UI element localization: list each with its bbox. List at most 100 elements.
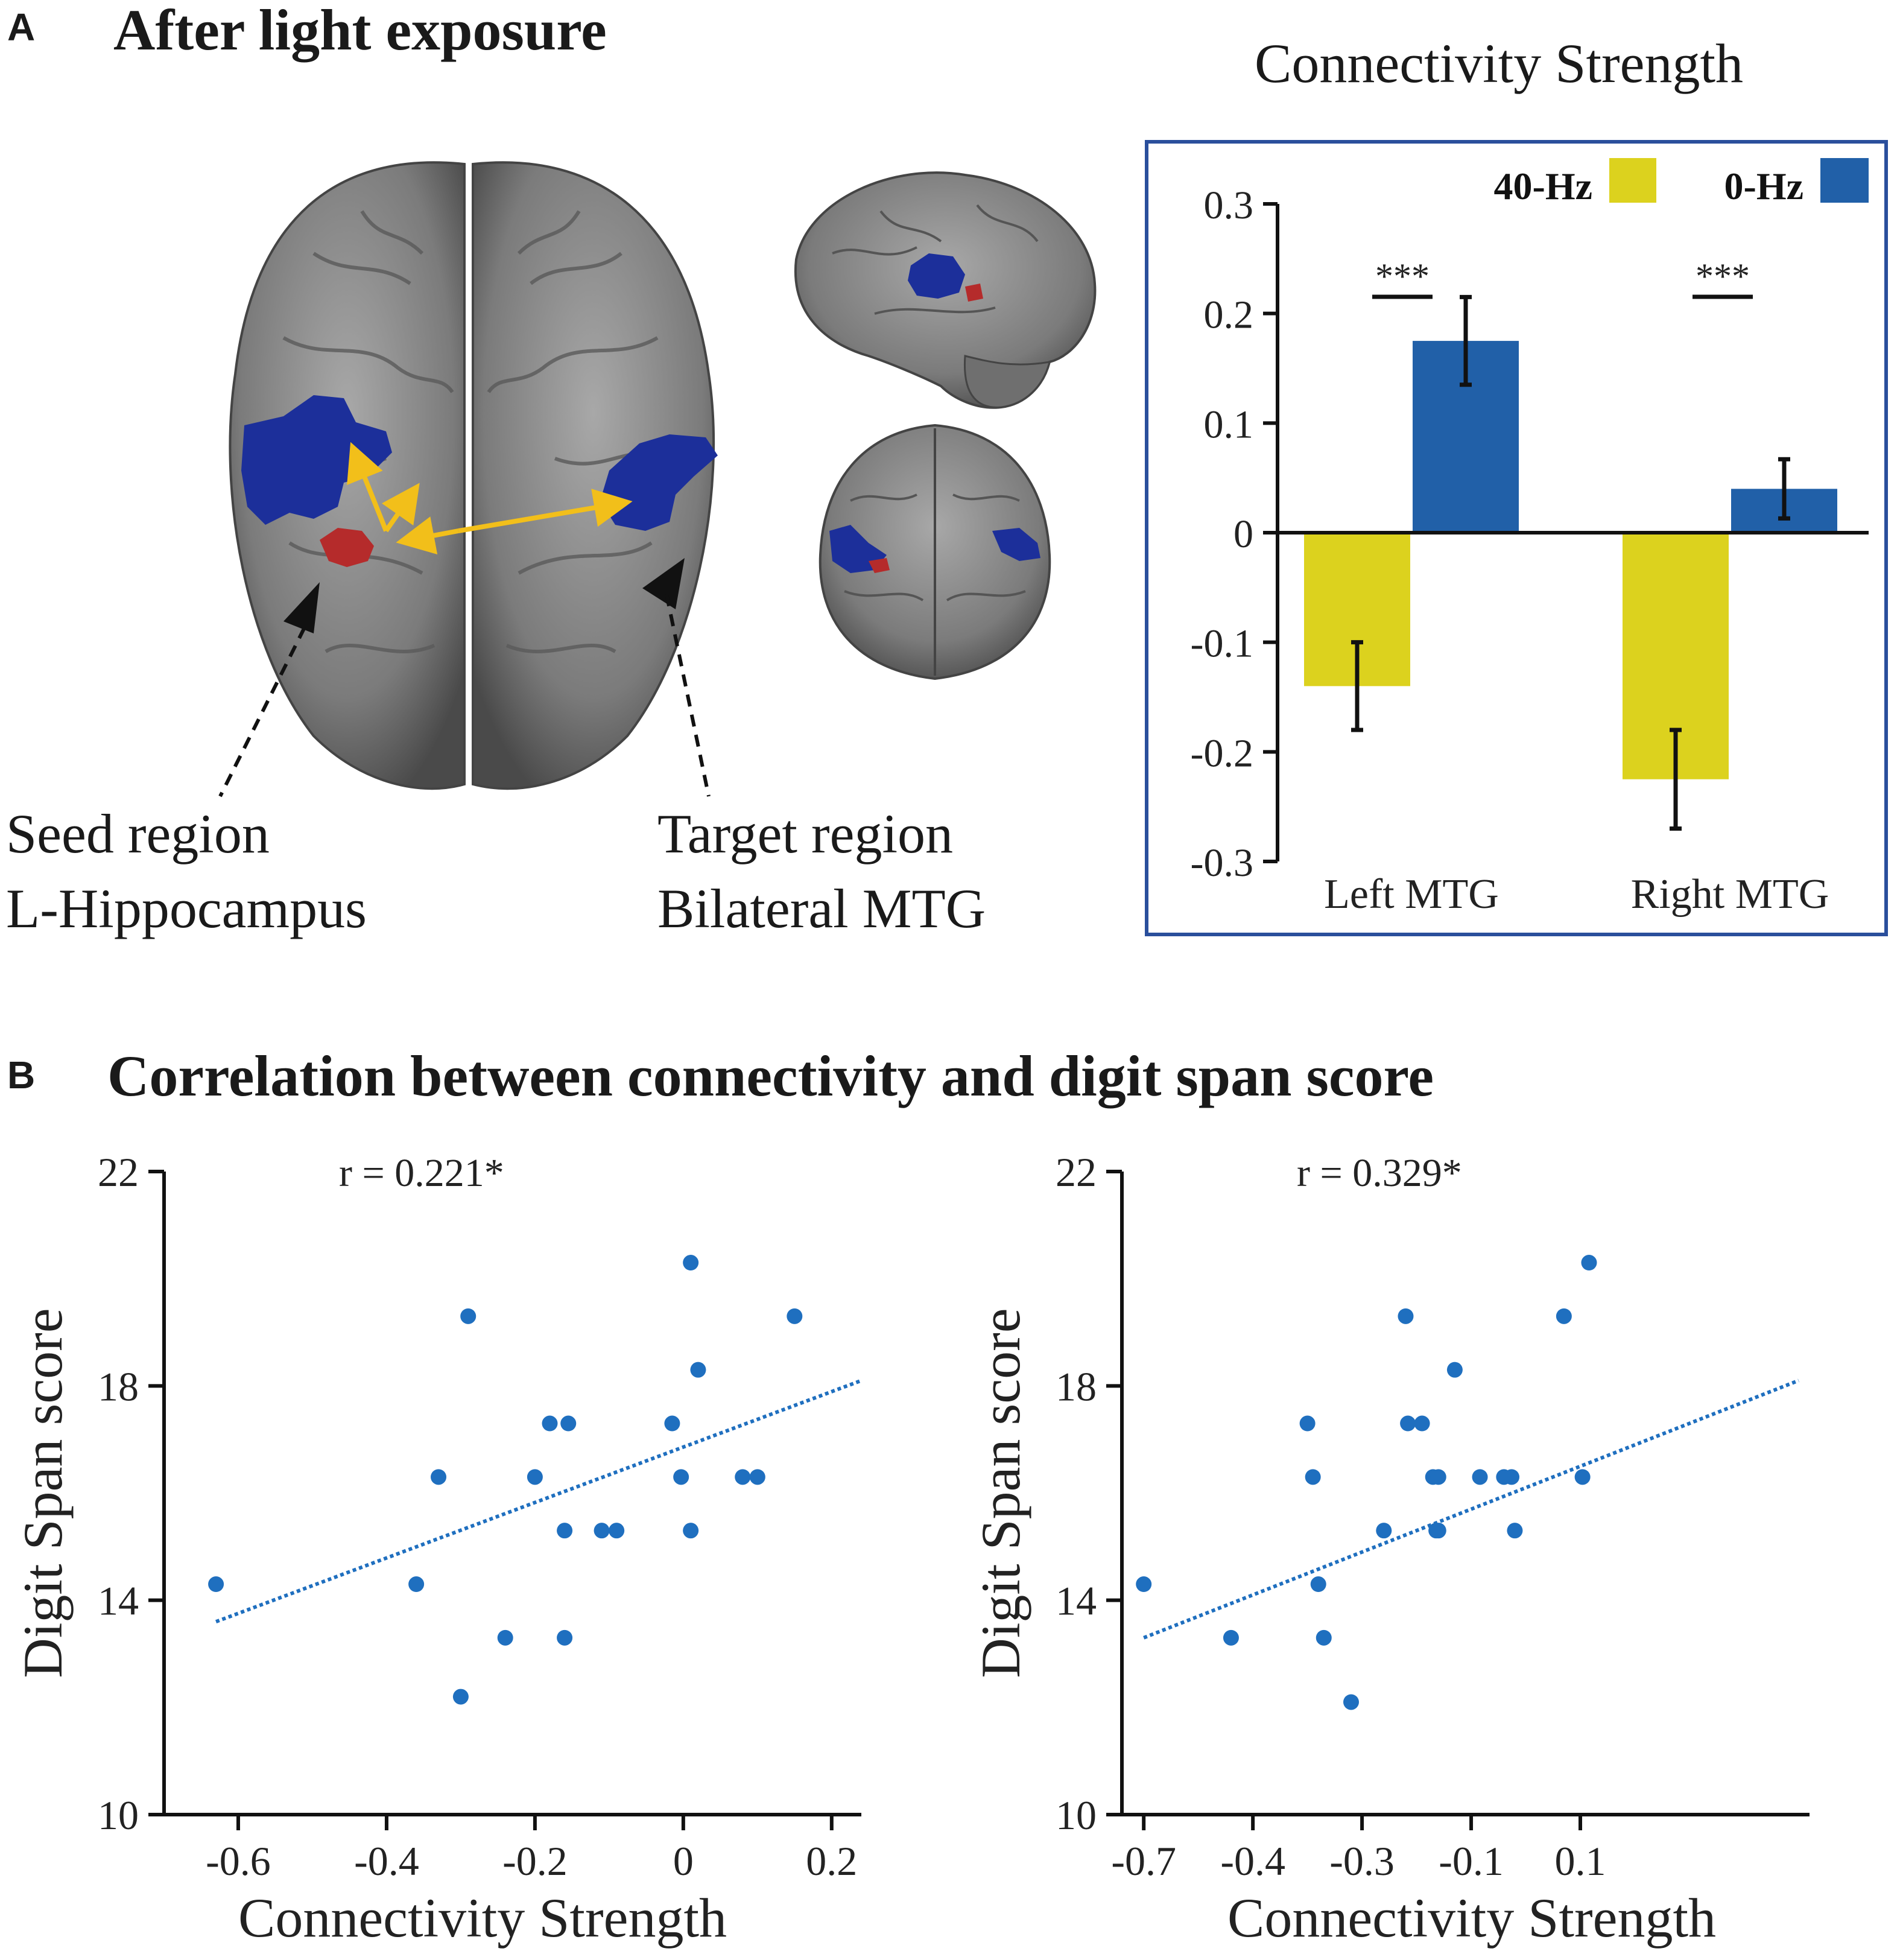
scatter-x-tick-label: 0 xyxy=(673,1838,694,1884)
scatter-point xyxy=(208,1576,224,1593)
scatter-point xyxy=(594,1523,610,1539)
scatter-point xyxy=(735,1469,751,1485)
scatter-point xyxy=(1430,1523,1446,1539)
scatter-point xyxy=(664,1415,680,1432)
scatter-point xyxy=(1136,1576,1152,1593)
legend-label-40hz: 40-Hz xyxy=(1494,165,1593,208)
scatter-point xyxy=(557,1523,573,1539)
scatter-y-tick-label: 18 xyxy=(1056,1363,1097,1409)
legend-swatch-40hz xyxy=(1609,158,1656,203)
scatter-point xyxy=(1305,1469,1321,1485)
scatter-x-tick-label: 0.2 xyxy=(806,1838,857,1884)
scatter-point xyxy=(560,1415,577,1432)
scatter-x-tick-label: -0.2 xyxy=(502,1838,568,1884)
scatter-point xyxy=(609,1523,625,1539)
scatter-point xyxy=(1223,1629,1239,1646)
bar-y-tick-label: 0.2 xyxy=(1204,293,1254,337)
seed-region-label-line2: L-Hippocampus xyxy=(6,878,367,939)
significance-stars: *** xyxy=(1375,256,1430,296)
scatter-x-tick-label: -0.4 xyxy=(1220,1838,1285,1884)
scatter-y-tick-label: 18 xyxy=(98,1363,139,1409)
brain-top-view xyxy=(218,161,718,798)
target-region-label: Target region Bilateral MTG xyxy=(657,796,986,946)
bar-y-tick-label: 0.1 xyxy=(1204,402,1254,446)
brain-illustration xyxy=(218,161,1097,798)
left-target-region xyxy=(241,395,392,525)
trend-line xyxy=(215,1378,863,1624)
scatter-y-tick-label: 22 xyxy=(98,1149,139,1195)
scatter-point xyxy=(408,1576,425,1593)
panel-b-letter: B xyxy=(7,1053,36,1097)
scatter-point xyxy=(1446,1362,1463,1378)
scatter-point xyxy=(690,1362,706,1378)
trend-line xyxy=(1143,1378,1800,1640)
scatter-point xyxy=(452,1689,469,1705)
scatter-point xyxy=(749,1469,765,1485)
scatter-y-axis-label: Digit Span score xyxy=(970,1308,1031,1678)
scatter-point xyxy=(460,1308,477,1324)
scatter-point xyxy=(1472,1469,1488,1485)
scatter-plot-1: 22 18 14 10 -0.6 -0.4 -0.2 0 0.2 Connectivity Str… xyxy=(12,1149,863,1949)
significance-stars: *** xyxy=(1696,256,1750,296)
bar-category-label: Right MTG xyxy=(1631,871,1829,918)
scatter-plot-2: 22 18 14 10 -0.7 -0.4 -0.3 -0.1 0.1Connectivity … xyxy=(970,1149,1810,1949)
scatter-point xyxy=(557,1629,573,1646)
scatter-point xyxy=(673,1469,689,1485)
seed-region-label-line1: Seed region xyxy=(6,803,270,864)
bar-y-tick-label: -0.3 xyxy=(1191,841,1253,885)
scatter-point xyxy=(1504,1469,1519,1485)
scatter-point xyxy=(1343,1694,1359,1710)
scatter-x-axis-label: Connectivity Strength xyxy=(238,1887,727,1949)
scatter-y-tick-label: 14 xyxy=(1056,1578,1097,1624)
scatter-point xyxy=(787,1308,803,1324)
scatter-point xyxy=(1299,1415,1316,1432)
scatter-y-tick-label: 10 xyxy=(1056,1792,1097,1838)
scatter-point xyxy=(1414,1415,1430,1432)
target-region-label-line2: Bilateral MTG xyxy=(657,878,986,939)
scatter-point xyxy=(497,1629,513,1646)
seed-region xyxy=(320,528,374,567)
scatter-point xyxy=(1574,1469,1591,1485)
correlation-annotation: r = 0.329* xyxy=(1297,1151,1462,1195)
scatter-point xyxy=(1430,1469,1446,1485)
scatter-point xyxy=(683,1255,699,1271)
bar-y-tick-label: -0.1 xyxy=(1191,622,1253,666)
scatter-point xyxy=(1398,1308,1414,1324)
scatter-point xyxy=(1400,1415,1416,1432)
correlation-annotation: r = 0.221* xyxy=(339,1151,504,1195)
scatter-point xyxy=(683,1523,699,1539)
bar-chart-title: Connectivity Strength xyxy=(1255,33,1744,94)
scatter-point xyxy=(1581,1255,1597,1271)
scatter-point xyxy=(527,1469,543,1485)
bar-chart: 0.3 0.2 0.1 0 -0.1 -0.2 -0.3 Left MTG Right MTG *… xyxy=(1191,158,1869,918)
bar-y-tick-label: 0.3 xyxy=(1204,183,1254,227)
scatter-point xyxy=(542,1415,558,1432)
scatter-point xyxy=(1310,1576,1326,1593)
bar-y-tick-label: 0 xyxy=(1233,512,1253,556)
scatter-y-tick-label: 22 xyxy=(1056,1149,1097,1195)
scatter-x-tick-label: -0.4 xyxy=(354,1838,419,1884)
scatter-x-tick-label: 0.1 xyxy=(1555,1838,1606,1884)
scatter-point xyxy=(1316,1629,1332,1646)
scatter-x-axis-label: Connectivity Strength xyxy=(1227,1887,1716,1949)
panel-b-title: Correlation between connectivity and dig… xyxy=(107,1044,1434,1108)
seed-region-label: Seed region L-Hippocampus xyxy=(6,796,367,946)
scatter-point xyxy=(1376,1523,1392,1539)
scatter-x-tick-label: -0.7 xyxy=(1111,1838,1176,1884)
scatter-y-tick-label: 14 xyxy=(98,1578,139,1624)
scatter-x-tick-label: -0.6 xyxy=(206,1838,271,1884)
legend-swatch-0hz xyxy=(1820,158,1869,203)
pointer-arrows xyxy=(218,558,711,798)
bar-y-tick-label: -0.2 xyxy=(1191,731,1253,775)
scatter-point xyxy=(1556,1308,1572,1324)
scatter-y-axis-label: Digit Span score xyxy=(12,1308,74,1678)
panel-a-letter: A xyxy=(7,5,36,49)
scatter-x-tick-label: -0.1 xyxy=(1439,1838,1504,1884)
scatter-point xyxy=(1507,1523,1523,1539)
target-region-label-line1: Target region xyxy=(657,803,954,864)
scatter-point xyxy=(431,1469,447,1485)
brain-back-view xyxy=(819,423,1051,680)
scatter-x-tick-label: -0.3 xyxy=(1329,1838,1395,1884)
legend-label-0hz: 0-Hz xyxy=(1724,165,1804,208)
